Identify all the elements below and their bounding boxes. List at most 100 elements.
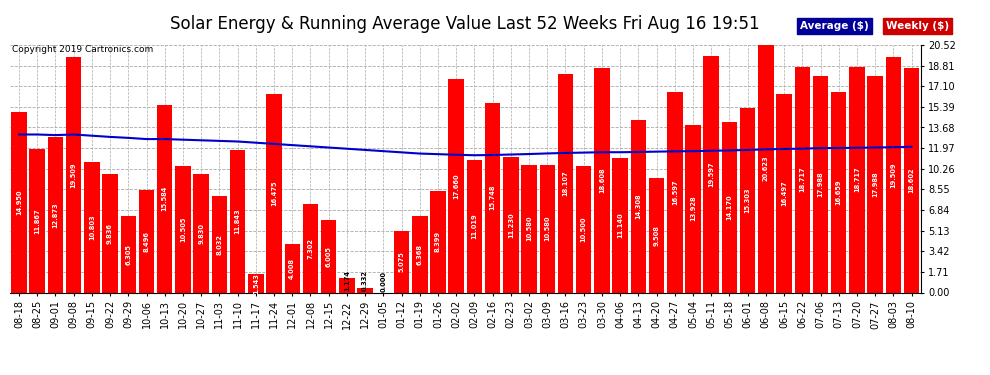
Text: 18.107: 18.107 bbox=[562, 171, 568, 196]
Bar bbox=[740, 108, 755, 292]
Bar bbox=[557, 74, 573, 292]
Bar bbox=[685, 124, 701, 292]
Text: 6.005: 6.005 bbox=[326, 246, 332, 267]
Bar bbox=[648, 178, 664, 292]
Text: 18.717: 18.717 bbox=[854, 167, 860, 192]
Bar bbox=[139, 190, 154, 292]
Text: 15.303: 15.303 bbox=[744, 188, 750, 213]
Bar bbox=[340, 278, 354, 292]
Bar bbox=[121, 216, 136, 292]
Bar bbox=[904, 68, 920, 292]
Bar bbox=[466, 160, 482, 292]
Bar bbox=[212, 196, 227, 292]
Bar bbox=[412, 216, 428, 292]
Bar bbox=[758, 44, 773, 292]
Bar bbox=[284, 244, 300, 292]
Bar bbox=[175, 166, 191, 292]
Text: 17.660: 17.660 bbox=[453, 173, 459, 199]
Text: 8.399: 8.399 bbox=[435, 231, 441, 252]
Text: 16.497: 16.497 bbox=[781, 180, 787, 206]
Bar bbox=[30, 149, 45, 292]
Text: 11.230: 11.230 bbox=[508, 212, 514, 238]
Text: 9.508: 9.508 bbox=[653, 225, 659, 246]
Bar bbox=[48, 137, 63, 292]
Bar bbox=[66, 57, 81, 292]
Bar bbox=[193, 174, 209, 292]
Text: 15.584: 15.584 bbox=[161, 186, 167, 211]
Text: 10.500: 10.500 bbox=[581, 216, 587, 242]
Text: 10.580: 10.580 bbox=[544, 216, 550, 242]
Bar bbox=[157, 105, 172, 292]
Text: 6.368: 6.368 bbox=[417, 244, 423, 265]
Text: 13.928: 13.928 bbox=[690, 196, 696, 221]
Bar bbox=[11, 112, 27, 292]
Text: 9.830: 9.830 bbox=[198, 223, 204, 244]
Bar bbox=[594, 68, 610, 292]
Text: 19.597: 19.597 bbox=[708, 162, 714, 187]
Text: 17.988: 17.988 bbox=[818, 171, 824, 197]
Bar bbox=[540, 165, 555, 292]
Bar bbox=[303, 204, 318, 292]
Text: 18.602: 18.602 bbox=[909, 168, 915, 193]
Text: 14.950: 14.950 bbox=[16, 190, 22, 215]
Text: 16.659: 16.659 bbox=[836, 179, 842, 205]
Text: 11.140: 11.140 bbox=[617, 213, 623, 238]
Text: 10.803: 10.803 bbox=[89, 214, 95, 240]
Bar bbox=[248, 274, 263, 292]
Text: 12.873: 12.873 bbox=[52, 202, 58, 228]
Text: Average ($): Average ($) bbox=[800, 21, 868, 31]
Bar bbox=[84, 162, 100, 292]
Text: 11.019: 11.019 bbox=[471, 213, 477, 239]
Bar bbox=[448, 80, 464, 292]
Text: 0.000: 0.000 bbox=[380, 270, 386, 291]
Text: 11.867: 11.867 bbox=[35, 208, 41, 234]
Bar bbox=[704, 56, 719, 292]
Bar bbox=[886, 57, 901, 292]
Text: 1.174: 1.174 bbox=[344, 270, 349, 291]
Bar bbox=[503, 157, 519, 292]
Text: 6.305: 6.305 bbox=[126, 244, 132, 265]
Bar bbox=[613, 158, 628, 292]
Text: 18.608: 18.608 bbox=[599, 168, 605, 193]
Bar bbox=[776, 93, 792, 292]
Bar bbox=[522, 165, 537, 292]
Bar bbox=[631, 120, 646, 292]
Text: 16.597: 16.597 bbox=[672, 180, 678, 205]
Text: 4.008: 4.008 bbox=[289, 258, 295, 279]
Bar bbox=[849, 67, 864, 292]
Bar bbox=[485, 102, 500, 292]
Text: 11.843: 11.843 bbox=[235, 208, 241, 234]
Bar bbox=[102, 174, 118, 292]
Text: 9.836: 9.836 bbox=[107, 223, 113, 244]
Bar bbox=[431, 191, 446, 292]
Text: 1.543: 1.543 bbox=[252, 273, 258, 294]
Bar bbox=[394, 231, 409, 292]
Text: 14.308: 14.308 bbox=[636, 194, 642, 219]
Text: 0.332: 0.332 bbox=[362, 270, 368, 291]
Bar bbox=[230, 150, 246, 292]
Text: 14.170: 14.170 bbox=[727, 194, 733, 220]
Bar bbox=[357, 288, 373, 292]
Text: 17.988: 17.988 bbox=[872, 171, 878, 197]
Bar bbox=[831, 92, 846, 292]
Text: 16.475: 16.475 bbox=[271, 180, 277, 206]
Bar bbox=[813, 75, 829, 292]
Text: 5.075: 5.075 bbox=[399, 252, 405, 272]
Text: 20.623: 20.623 bbox=[763, 155, 769, 181]
Text: Weekly ($): Weekly ($) bbox=[886, 21, 949, 31]
Text: 10.505: 10.505 bbox=[180, 216, 186, 242]
Bar bbox=[667, 92, 682, 292]
Bar bbox=[266, 94, 282, 292]
Bar bbox=[795, 67, 810, 292]
Text: Solar Energy & Running Average Value Last 52 Weeks Fri Aug 16 19:51: Solar Energy & Running Average Value Las… bbox=[170, 15, 760, 33]
Text: 7.302: 7.302 bbox=[308, 238, 314, 259]
Text: 15.748: 15.748 bbox=[490, 185, 496, 210]
Bar bbox=[722, 122, 738, 292]
Text: 8.496: 8.496 bbox=[144, 231, 149, 252]
Bar bbox=[576, 166, 591, 292]
Text: 8.032: 8.032 bbox=[217, 234, 223, 255]
Bar bbox=[867, 75, 883, 292]
Bar bbox=[321, 220, 337, 292]
Text: 19.509: 19.509 bbox=[890, 162, 896, 188]
Text: 18.717: 18.717 bbox=[799, 167, 805, 192]
